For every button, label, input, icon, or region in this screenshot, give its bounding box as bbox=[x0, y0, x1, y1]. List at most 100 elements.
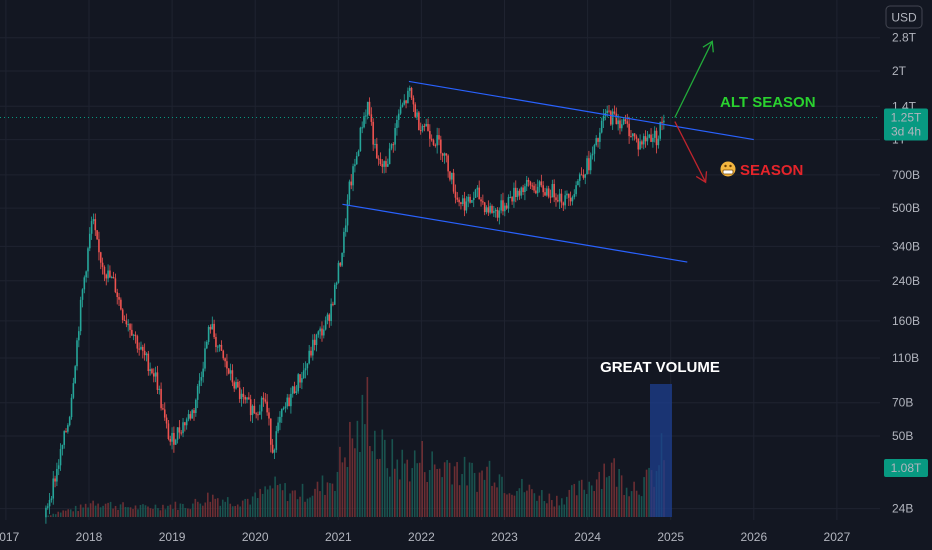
candle-body-294 bbox=[582, 174, 585, 178]
candle-body-84 bbox=[198, 380, 201, 387]
volume-bar-236 bbox=[635, 490, 638, 517]
candle-body-96 bbox=[220, 344, 223, 351]
candle-body-166 bbox=[348, 181, 351, 200]
candle-body-249 bbox=[500, 200, 502, 211]
volume-bar-93 bbox=[279, 483, 281, 517]
candle-body-76 bbox=[184, 422, 186, 426]
candle-body-207 bbox=[423, 125, 426, 127]
candle-body-334 bbox=[655, 130, 658, 146]
season-label: SEASON bbox=[740, 162, 803, 179]
currency-button[interactable]: USD bbox=[885, 5, 923, 29]
volume-bar-0 bbox=[47, 515, 50, 517]
candle-body-195 bbox=[401, 104, 404, 107]
volume-bar-157 bbox=[438, 468, 441, 517]
volume-bar-161 bbox=[448, 462, 451, 517]
volume-bar-187 bbox=[513, 495, 516, 517]
candle-body-42 bbox=[121, 309, 124, 320]
volume-bar-163 bbox=[453, 466, 456, 517]
volume-bar-186 bbox=[511, 494, 513, 517]
trend-line-upper[interactable] bbox=[408, 80, 754, 141]
trend-lines[interactable] bbox=[342, 80, 754, 263]
volume-bar-126 bbox=[361, 394, 364, 517]
candle-body-261 bbox=[522, 187, 524, 192]
candle-body-160 bbox=[337, 262, 340, 283]
volume-bar-102 bbox=[301, 483, 304, 517]
volume-bar-195 bbox=[533, 493, 536, 517]
volume-bar-154 bbox=[431, 451, 433, 517]
volume-bar-92 bbox=[276, 485, 279, 517]
arrow-down-head[interactable] bbox=[695, 171, 708, 184]
candle-body-210 bbox=[429, 130, 431, 139]
volume-bar-192 bbox=[526, 490, 528, 517]
candle-body-151 bbox=[321, 328, 323, 336]
volume-bar-122 bbox=[351, 438, 354, 517]
volume-bar-56 bbox=[187, 508, 189, 517]
volume-bar-211 bbox=[573, 483, 576, 517]
volume-bar-41 bbox=[149, 508, 152, 517]
candle-body-108 bbox=[242, 393, 245, 397]
arrow-up-shaft[interactable] bbox=[674, 41, 713, 118]
candle-body-259 bbox=[518, 190, 521, 196]
volume-bar-221 bbox=[598, 471, 601, 517]
candle-body-283 bbox=[562, 202, 565, 206]
candle-body-264 bbox=[527, 179, 530, 182]
volume-bar-59 bbox=[194, 498, 197, 517]
scenario-arrows[interactable] bbox=[674, 40, 714, 184]
candle-body-285 bbox=[566, 193, 568, 196]
candle-body-72 bbox=[176, 427, 179, 440]
candle-body-313 bbox=[617, 120, 619, 125]
candle-body-209 bbox=[427, 124, 429, 131]
y-tick-label-11: 50B bbox=[892, 429, 913, 443]
candle-body-198 bbox=[407, 90, 409, 104]
trend-line-lower[interactable] bbox=[342, 203, 688, 263]
volume-bar-194 bbox=[531, 489, 533, 517]
candle-body-102 bbox=[231, 370, 234, 383]
candle-body-206 bbox=[421, 125, 424, 131]
candle-body-81 bbox=[193, 410, 195, 413]
volume-bar-203 bbox=[553, 506, 556, 517]
volume-bar-201 bbox=[548, 493, 551, 517]
volume-bar-9 bbox=[69, 509, 72, 517]
arrow-up-head[interactable] bbox=[702, 40, 714, 53]
candle-body-23 bbox=[87, 248, 89, 272]
candle-body-58 bbox=[151, 369, 153, 374]
volume-bar-146 bbox=[411, 468, 414, 517]
candle-body-208 bbox=[425, 124, 427, 127]
volume-bar-200 bbox=[546, 503, 548, 517]
arrow-down-shaft[interactable] bbox=[674, 121, 707, 183]
bar-countdown: 3d 4h bbox=[891, 125, 921, 139]
candle-body-125 bbox=[273, 449, 276, 453]
candle-body-322 bbox=[633, 133, 636, 137]
candle-body-204 bbox=[418, 112, 420, 131]
candle-body-330 bbox=[648, 134, 651, 138]
candle-body-12 bbox=[67, 425, 69, 432]
candle-body-73 bbox=[178, 427, 181, 433]
volume-bar-23 bbox=[104, 503, 107, 517]
candle-body-244 bbox=[491, 205, 493, 213]
volume-bar-164 bbox=[456, 462, 458, 517]
volume-bar-121 bbox=[349, 421, 351, 517]
candle-body-214 bbox=[436, 135, 438, 146]
volume-bar-48 bbox=[167, 505, 169, 517]
volume-bar-109 bbox=[319, 491, 321, 517]
candle-body-279 bbox=[555, 197, 557, 201]
x-tick-label-7: 2024 bbox=[574, 530, 601, 544]
candle-body-288 bbox=[571, 197, 574, 202]
x-tick-label-6: 2023 bbox=[491, 530, 518, 544]
volume-bar-19 bbox=[94, 505, 97, 517]
candle-body-36 bbox=[110, 277, 113, 279]
volume-bar-214 bbox=[580, 479, 583, 517]
volume-bar-197 bbox=[538, 495, 541, 517]
candle-body-149 bbox=[317, 331, 320, 335]
candle-body-65 bbox=[163, 409, 166, 418]
candle-body-156 bbox=[330, 303, 332, 322]
candle-body-250 bbox=[502, 200, 504, 212]
volume-bar-62 bbox=[202, 505, 204, 517]
candle-body-286 bbox=[567, 193, 570, 198]
candle-body-323 bbox=[635, 136, 638, 139]
volume-bar-50 bbox=[172, 508, 174, 517]
volume-bar-162 bbox=[451, 484, 453, 517]
candle-body-98 bbox=[224, 358, 226, 362]
